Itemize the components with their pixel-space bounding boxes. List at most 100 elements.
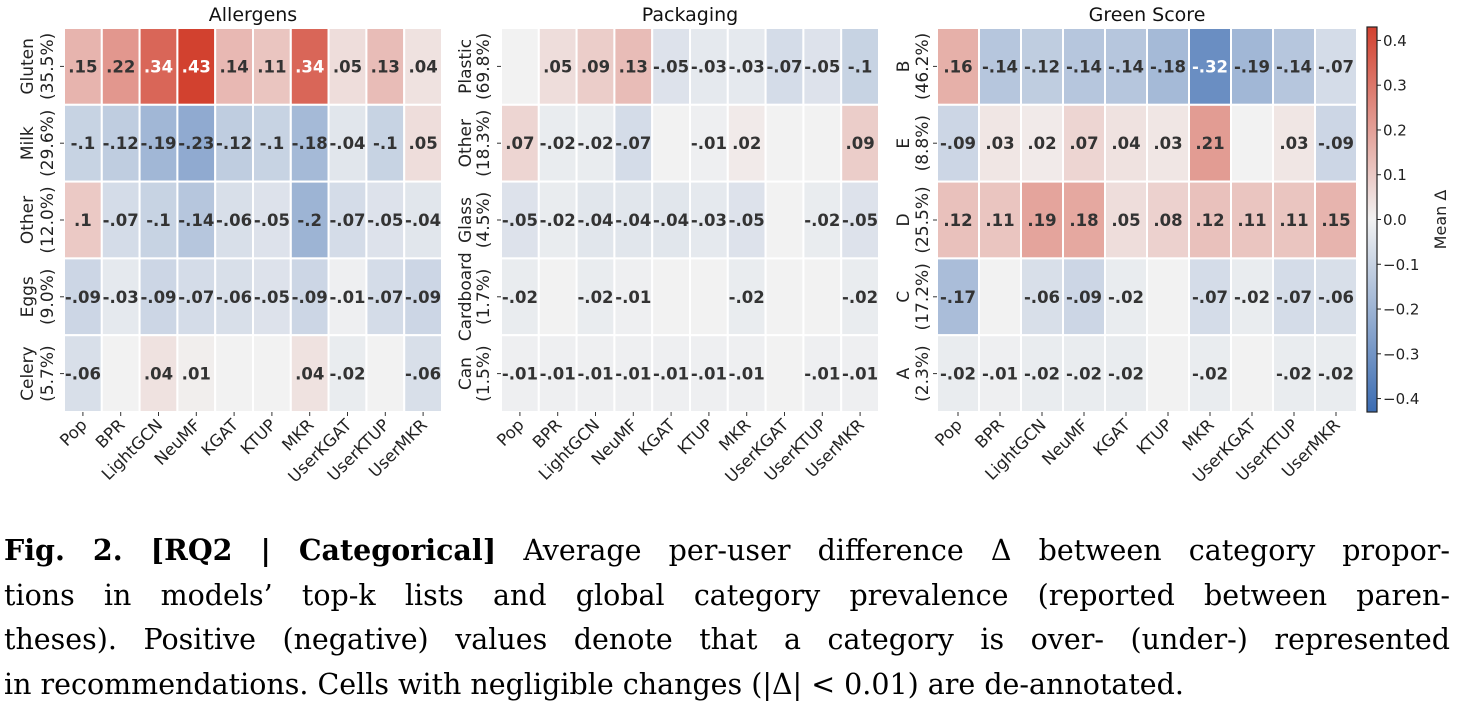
- cell-value: -.02: [540, 211, 576, 230]
- row-prevalence: (8.8%): [913, 115, 933, 171]
- heatmap-cell: [1146, 103, 1190, 183]
- colorbar-tick-label: −0.3: [1383, 345, 1419, 363]
- heatmap-cell: [1230, 334, 1274, 414]
- heatmap-cell: [1104, 334, 1148, 414]
- heatmap-cell: [537, 257, 578, 337]
- cell-value: -.04: [577, 211, 613, 230]
- row-label: Gluten: [18, 38, 38, 95]
- row-prevalence: (1.5%): [474, 345, 494, 401]
- heatmap-cell: [764, 334, 805, 414]
- cell-value: .04: [144, 365, 173, 384]
- heatmap-cell: [289, 180, 330, 260]
- cell-value: -.01: [329, 288, 365, 307]
- heatmap-cell: [613, 27, 654, 106]
- figure-caption: Fig. 2. [RQ2 | Categorical] Average per-…: [4, 528, 1450, 707]
- colorbar-tick-label: −0.1: [1383, 256, 1419, 274]
- cell-value: -.05: [502, 211, 538, 230]
- cell-value: -.19: [1234, 57, 1270, 76]
- cell-value: -.14: [1276, 57, 1312, 76]
- cell-value: .11: [1237, 211, 1266, 230]
- cell-value: .02: [1027, 134, 1056, 153]
- cell-value: -.18: [292, 134, 328, 153]
- cell-value: .03: [985, 134, 1014, 153]
- cell-value: -.06: [1318, 288, 1354, 307]
- heatmap-cell: [1272, 257, 1316, 337]
- cell-value: -.02: [502, 288, 538, 307]
- cell-value: .43: [182, 57, 211, 76]
- row-label: Other: [18, 196, 38, 244]
- cell-value: -.02: [1276, 365, 1312, 384]
- row-prevalence: (35.5%): [38, 33, 58, 100]
- cell-value: .1: [74, 211, 92, 230]
- heatmap-cell: [840, 180, 881, 260]
- cell-value: -.14: [1108, 57, 1144, 76]
- caption-line-1: Average per-user difference Δ between ca…: [496, 534, 1450, 567]
- cell-value: -.02: [1192, 365, 1228, 384]
- heatmap-cell: [63, 334, 103, 414]
- heatmap-figure: Allergens .15 .22 .34 .43 .14 .11 .34 .05 .13 .04 G…: [18, 4, 1450, 486]
- cell-value: -.02: [1318, 365, 1354, 384]
- heatmap-cell: [802, 103, 843, 183]
- heatmap-cell: [726, 103, 767, 183]
- heatmap-cell: [1146, 180, 1190, 260]
- heatmap-cell: [802, 180, 843, 260]
- colorbar-tick-label: 0.1: [1383, 166, 1407, 184]
- cell-value: -.04: [615, 211, 651, 230]
- heatmap-cell: [1020, 103, 1064, 183]
- cell-value: -.05: [254, 211, 290, 230]
- heatmap-cell: [500, 27, 540, 106]
- cell-value: -.2: [297, 211, 322, 230]
- cell-value: -.01: [691, 134, 727, 153]
- heatmap-cell: [252, 27, 292, 106]
- heatmap-cell: [63, 103, 103, 183]
- row-label: C: [894, 291, 914, 303]
- heatmap-cell: [613, 180, 654, 260]
- cell-value: -.12: [1024, 57, 1060, 76]
- row-prevalence: (4.5%): [474, 192, 494, 248]
- heatmap-cell: [403, 180, 444, 260]
- heatmap-cell: [327, 27, 368, 106]
- row-label: Milk: [18, 126, 38, 160]
- heatmap-cell: [651, 180, 692, 260]
- cell-value: .01: [182, 365, 211, 384]
- colorbar-tick-label: −0.2: [1383, 301, 1419, 319]
- heatmap-cell: [802, 257, 843, 337]
- cell-value: .03: [1153, 134, 1182, 153]
- heatmap-cell: [1314, 27, 1358, 106]
- heatmap-cell: [726, 180, 767, 260]
- cell-value: .08: [1153, 211, 1182, 230]
- caption-label: Fig. 2. [RQ2 | Categorical]: [4, 533, 497, 567]
- cell-value: -.01: [804, 365, 840, 384]
- cell-value: -.04: [329, 134, 365, 153]
- heatmap-cell: [100, 180, 141, 260]
- cell-value: -.02: [1108, 288, 1144, 307]
- cell-value: -.01: [577, 365, 613, 384]
- cell-value: .05: [408, 134, 437, 153]
- cell-value: -.03: [103, 288, 139, 307]
- cell-value: -.02: [1066, 365, 1102, 384]
- cell-value: .05: [1111, 211, 1140, 230]
- cell-value: -.14: [1066, 57, 1102, 76]
- cell-value: -.06: [216, 288, 252, 307]
- cell-value: -.09: [65, 288, 101, 307]
- cell-value: .22: [106, 57, 135, 76]
- heatmap-cell: [651, 103, 692, 183]
- cell-value: -.01: [502, 365, 538, 384]
- column-label: Pop: [931, 415, 966, 450]
- cell-value: -.05: [729, 211, 765, 230]
- column-label: Pop: [493, 415, 528, 450]
- cell-value: -.02: [1234, 288, 1270, 307]
- cell-value: -.02: [577, 134, 613, 153]
- heatmap-cell: [1062, 27, 1106, 106]
- cell-value: -.1: [146, 211, 171, 230]
- cell-value: -.02: [804, 211, 840, 230]
- cell-value: .15: [68, 57, 97, 76]
- cell-value: -.07: [615, 134, 651, 153]
- row-prevalence: (46.2%): [913, 33, 933, 100]
- cell-value: -.09: [1318, 134, 1354, 153]
- cell-value: -.07: [1318, 57, 1354, 76]
- heatmap-cell: [1020, 334, 1064, 414]
- cell-value: -.09: [1066, 288, 1102, 307]
- column-label: Pop: [56, 415, 91, 450]
- column-label: KTUP: [237, 415, 280, 458]
